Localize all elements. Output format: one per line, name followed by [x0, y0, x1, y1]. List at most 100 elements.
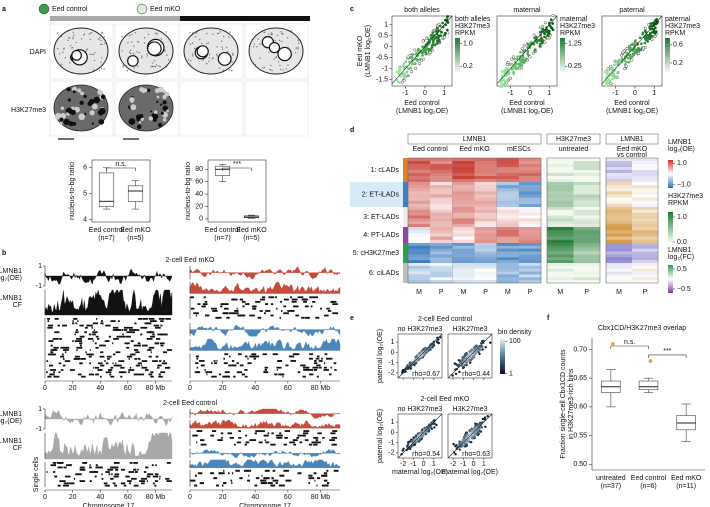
- single-cell-segment: [331, 436, 338, 439]
- texture: [201, 42, 203, 45]
- row-strip: [403, 182, 408, 207]
- single-cell-segment: [158, 364, 162, 367]
- heatmap-cell: [430, 185, 453, 189]
- y-tick-label: 1: [38, 263, 42, 270]
- single-cell-segment: [308, 443, 313, 446]
- heatmap-cell: [606, 191, 633, 195]
- single-cell-segment: [125, 475, 130, 478]
- single-cell-segment: [116, 335, 120, 338]
- single-cell-segment: [272, 353, 278, 356]
- single-cell-segment: [288, 355, 295, 358]
- heatmap-cell: [474, 207, 497, 211]
- single-cell-segment: [46, 371, 48, 374]
- heatmap-cell: [573, 224, 601, 228]
- significance-label: ***: [233, 161, 241, 168]
- heatmap-cell: [408, 167, 431, 171]
- y-tick-label: 0.60: [573, 404, 587, 411]
- texture: [279, 68, 282, 71]
- density-point: [463, 442, 467, 446]
- single-cell-segment: [309, 357, 313, 360]
- x-tick-label: (n=5): [127, 235, 144, 242]
- point-cloud: [515, 62, 518, 66]
- single-cell-segment: [115, 351, 121, 354]
- heatmap-cell: [408, 197, 431, 202]
- heatmap-cell: [606, 167, 633, 171]
- x-tick-label: (n=11): [676, 483, 696, 490]
- single-cell-segment: [328, 373, 332, 376]
- single-cell-segment: [272, 469, 276, 472]
- single-cell-segment: [326, 307, 330, 310]
- column-label: Eed control: [412, 146, 448, 153]
- texture: [223, 35, 225, 38]
- texture: [84, 112, 87, 115]
- heatmap-cell: [408, 227, 431, 231]
- heatmap-cell: [547, 188, 574, 192]
- x-tick-label: 20: [69, 494, 77, 501]
- density-point: [437, 341, 441, 345]
- single-cell-segment: [57, 324, 60, 327]
- box: [638, 380, 659, 390]
- x-tick-label: 0: [528, 90, 532, 97]
- heatmap-cell: [430, 188, 453, 192]
- point-cloud: [616, 70, 620, 74]
- point-cloud: [416, 59, 419, 62]
- heatmap-cell: [606, 245, 633, 250]
- single-cell-segment: [297, 371, 301, 374]
- x-tick-label: 40: [96, 494, 104, 501]
- point-cloud: [610, 68, 614, 72]
- texture: [139, 114, 144, 119]
- heatmap-cell: [573, 260, 601, 264]
- plot-title: H3K27me3: [452, 406, 487, 413]
- y-tick-label: 0.70: [573, 346, 587, 353]
- point-cloud: [402, 78, 406, 82]
- texture: [225, 46, 228, 49]
- single-cell-segment: [226, 312, 229, 315]
- single-cell-segment: [240, 314, 246, 317]
- panel-label: b: [2, 250, 6, 257]
- single-cell-segment: [54, 331, 60, 334]
- texture: [71, 106, 75, 110]
- point-cloud: [509, 76, 513, 80]
- heatmap-cell: [573, 182, 601, 186]
- single-cell-segment: [201, 305, 206, 308]
- point-cloud: [413, 48, 417, 52]
- point-cloud: [543, 21, 547, 25]
- texture: [126, 70, 128, 72]
- single-cell-segment: [303, 430, 310, 432]
- heatmap-cell: [430, 179, 453, 183]
- single-cell-segment: [251, 355, 256, 358]
- heatmap-cell: [496, 170, 520, 174]
- point-cloud: [538, 44, 542, 48]
- heatmap-cell: [408, 230, 431, 234]
- heatmap-cell: [632, 188, 659, 192]
- texture: [137, 41, 140, 43]
- heatmap-cell: [632, 280, 659, 284]
- texture: [206, 32, 208, 35]
- allele-label: M: [460, 289, 466, 296]
- texture: [165, 31, 168, 33]
- density-point: [439, 336, 442, 339]
- single-cell-segment: [253, 357, 256, 360]
- heatmap-cell: [408, 158, 431, 162]
- single-cell-segment: [204, 314, 210, 317]
- heatmap-cell: [430, 251, 453, 255]
- heatmap-cell: [632, 221, 659, 225]
- texture: [273, 58, 275, 60]
- density-point: [453, 362, 457, 365]
- texture: [280, 40, 283, 43]
- density-point: [466, 440, 470, 443]
- heatmap-cell: [430, 254, 453, 258]
- heatmap-cell: [408, 260, 431, 264]
- texture: [199, 38, 201, 41]
- single-cell-segment: [310, 305, 313, 308]
- heatmap-cell: [452, 271, 475, 275]
- single-cell-segment: [46, 360, 49, 362]
- single-cell-segment: [236, 307, 238, 310]
- single-cell-segment: [108, 335, 112, 338]
- density-point: [419, 438, 422, 441]
- heatmap-cell: [408, 215, 431, 219]
- heatmap-cell: [452, 243, 475, 247]
- texture: [64, 56, 67, 59]
- single-cell-segment: [92, 471, 99, 473]
- texture: [193, 47, 196, 50]
